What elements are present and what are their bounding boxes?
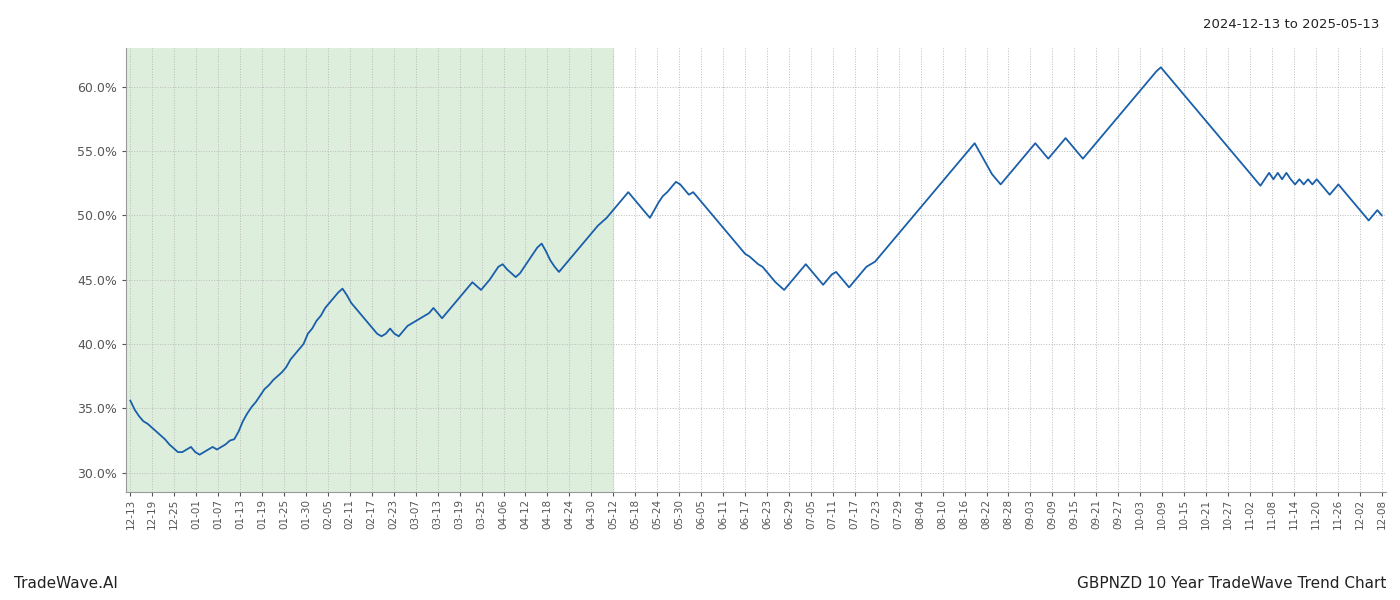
Text: GBPNZD 10 Year TradeWave Trend Chart: GBPNZD 10 Year TradeWave Trend Chart <box>1077 576 1386 591</box>
Text: 2024-12-13 to 2025-05-13: 2024-12-13 to 2025-05-13 <box>1203 18 1379 31</box>
Text: TradeWave.AI: TradeWave.AI <box>14 576 118 591</box>
Bar <box>126 48 613 492</box>
